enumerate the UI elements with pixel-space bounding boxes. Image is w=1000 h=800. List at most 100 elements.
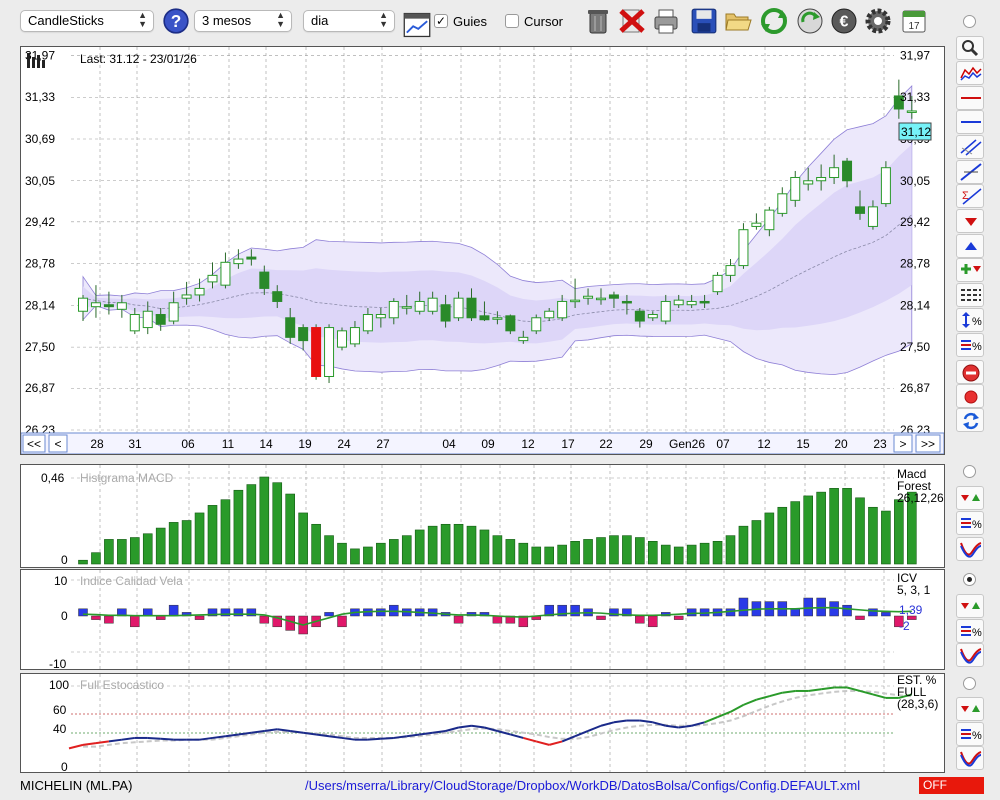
macd-curves-button[interactable] xyxy=(956,537,984,561)
icv-chart[interactable]: Indice Calidad Vela 10 0 -10 ICV 5, 3, 1… xyxy=(21,570,944,671)
help-icon[interactable]: ? xyxy=(162,7,190,35)
icv-bar xyxy=(337,615,347,628)
icv-bar xyxy=(622,608,632,617)
macd-bar xyxy=(894,499,904,565)
macd-bar xyxy=(194,512,205,565)
icv-bar xyxy=(453,615,464,624)
guides-checkbox[interactable]: ✓ Guies xyxy=(434,12,487,30)
svg-text:%: % xyxy=(972,730,982,742)
delete-icon[interactable] xyxy=(618,7,646,35)
nav-last-button[interactable]: >> xyxy=(915,434,941,453)
lines-button[interactable] xyxy=(956,283,984,307)
interval-select[interactable]: dia ▲ ▼ xyxy=(303,10,395,32)
candle xyxy=(867,200,878,230)
icv-bar xyxy=(104,615,114,624)
cursor-checkbox[interactable]: Cursor xyxy=(505,12,563,30)
trendline-button[interactable] xyxy=(956,160,984,184)
icv-bar xyxy=(673,615,684,620)
add-indicator-button[interactable] xyxy=(956,258,984,282)
channel-button[interactable] xyxy=(956,135,984,159)
stoch-curves-button[interactable] xyxy=(956,746,984,770)
zoom-button[interactable] xyxy=(956,36,984,60)
arrow-down-button[interactable] xyxy=(956,209,984,233)
stoch-fast-segment xyxy=(199,736,213,741)
radio-price[interactable] xyxy=(963,15,976,28)
trash-icon[interactable] xyxy=(584,7,612,35)
gear-icon[interactable] xyxy=(864,7,892,35)
macd-bar xyxy=(906,491,917,565)
icv-move-button[interactable] xyxy=(956,594,984,618)
macd-bar xyxy=(505,539,516,565)
stoch-fast-segment xyxy=(678,724,692,729)
icv-bar xyxy=(518,615,529,628)
chart-window-icon[interactable] xyxy=(403,11,431,39)
macd-tick-zero: 0 xyxy=(61,553,68,567)
sync-icon[interactable] xyxy=(796,7,824,35)
stoch-percent-button[interactable]: % xyxy=(956,722,984,746)
macd-chart[interactable]: Histgrama MACD 0,46 0 Macd Forest 26,12,… xyxy=(21,465,944,567)
open-folder-icon[interactable] xyxy=(724,7,752,35)
icv-percent-button[interactable]: % xyxy=(956,619,984,643)
icv-curves-button[interactable] xyxy=(956,643,984,667)
icv-bar xyxy=(803,597,813,617)
percent-lines-button[interactable]: % xyxy=(956,333,984,357)
icv-bar xyxy=(285,615,295,631)
hline-red-button[interactable] xyxy=(956,86,984,110)
current-price-label: 31,12 xyxy=(901,125,931,139)
radio-icv[interactable] xyxy=(963,573,976,586)
no-entry-button[interactable] xyxy=(956,360,984,384)
stoch-fast-segment xyxy=(561,735,576,743)
date-label: Gen26 xyxy=(669,437,705,451)
print-icon[interactable] xyxy=(652,7,680,35)
nav-next-button[interactable]: > xyxy=(893,434,913,453)
red-dot-icon xyxy=(964,390,978,404)
curves-icon xyxy=(960,648,982,664)
swap-button[interactable] xyxy=(956,408,984,432)
macd-percent-button[interactable]: % xyxy=(956,511,984,535)
stoch-tick-100: 100 xyxy=(49,678,69,692)
price-tick-left: 26,87 xyxy=(25,381,55,395)
nav-prev-button[interactable]: < xyxy=(48,434,68,453)
stoch-fast-segment xyxy=(68,743,84,750)
macd-move-button[interactable] xyxy=(956,486,984,510)
macd-bar xyxy=(168,522,179,565)
off-indicator[interactable]: OFF xyxy=(919,777,984,794)
stoch-fast-segment xyxy=(406,733,420,738)
period-select[interactable]: 3 mesos ▲ ▼ xyxy=(194,10,292,32)
stoch-move-button[interactable] xyxy=(956,697,984,721)
date-label: 29 xyxy=(639,437,653,451)
stochastic-chart[interactable]: Full Estocastico 100 60 40 0 EST. % FULL… xyxy=(21,673,944,774)
date-label: 09 xyxy=(481,437,495,451)
euro-icon[interactable]: € xyxy=(830,7,858,35)
arrow-up-button[interactable] xyxy=(956,234,984,258)
radio-stoch[interactable] xyxy=(963,677,976,690)
candlestick-chart[interactable]: 31,97 31,33 30,69 30,05 29,42 28,78 28,14 27,50… xyxy=(20,47,945,455)
arrow-down-red-icon xyxy=(965,218,977,226)
fibonacci-button[interactable]: Σ xyxy=(956,184,984,208)
candle xyxy=(298,324,309,351)
nav-first-button[interactable]: << xyxy=(22,434,46,453)
candle xyxy=(78,294,88,322)
indicator-bands-button[interactable] xyxy=(956,61,984,85)
config-path-link[interactable]: /Users/mserra/Library/CloudStorage/Dropb… xyxy=(305,778,861,793)
hline-blue-button[interactable] xyxy=(956,110,984,134)
icv-bar xyxy=(130,615,140,628)
date-label: 20 xyxy=(834,437,848,451)
record-button[interactable] xyxy=(956,384,984,408)
calendar-icon[interactable]: 17 xyxy=(900,7,928,35)
macd-bar xyxy=(466,525,477,565)
radio-macd[interactable] xyxy=(963,465,976,478)
swap-arrows-icon xyxy=(963,412,979,430)
icv-panel: Indice Calidad Vela 10 0 -10 ICV 5, 3, 1… xyxy=(20,569,945,671)
icv-bar xyxy=(829,601,839,617)
updown-arrows-icon xyxy=(961,494,980,501)
updown-arrows-icon xyxy=(961,705,980,712)
candle xyxy=(816,164,827,191)
macd-bar xyxy=(855,497,865,565)
chart-type-select[interactable]: CandleSticks ▲ ▼ xyxy=(20,10,154,32)
save-icon[interactable] xyxy=(690,7,718,35)
stoch-fast-segment xyxy=(652,721,667,727)
candle xyxy=(168,291,179,325)
refresh-icon[interactable] xyxy=(760,7,788,35)
percent-range-button[interactable]: % xyxy=(956,308,984,332)
